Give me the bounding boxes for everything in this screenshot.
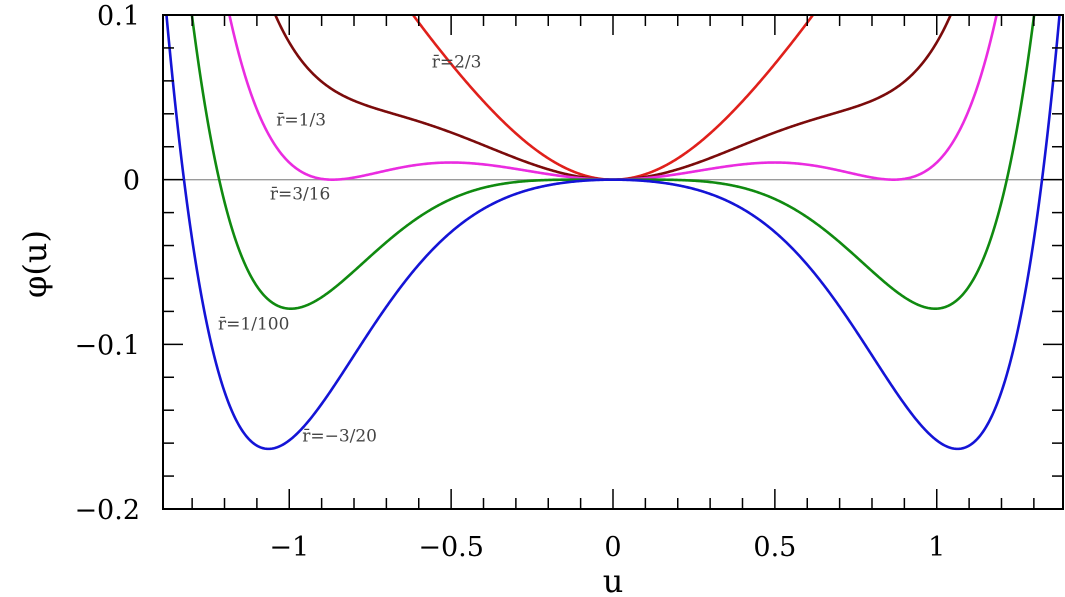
x-tick-label-0: −1: [269, 532, 309, 563]
y-tick-label-2: 0: [123, 166, 140, 197]
y-axis-title: φ(u): [16, 230, 54, 298]
series-label-1: r̄=1/3: [276, 110, 326, 130]
series-label-2: r̄=3/16: [270, 184, 331, 204]
series-label-3: r̄=1/100: [218, 315, 289, 335]
plot-frame: [162, 14, 1064, 510]
series-label-4: r̄=−3/20: [302, 426, 377, 446]
series-line-3: [190, 15, 1036, 310]
x-tick-label-3: 0.5: [753, 532, 796, 563]
y-tick-label-0: −0.2: [74, 495, 140, 526]
x-axis-title: u: [603, 562, 624, 597]
y-tick-label-1: −0.1: [74, 330, 140, 361]
series-line-4: [165, 15, 1061, 451]
x-tick-label-1: −0.5: [418, 532, 484, 563]
x-tick-label-4: 1: [928, 532, 945, 563]
series-label-0: r̄=2/3: [432, 53, 482, 73]
x-tick-label-2: 0: [604, 532, 621, 563]
y-tick-label-3: 0.1: [97, 1, 140, 32]
